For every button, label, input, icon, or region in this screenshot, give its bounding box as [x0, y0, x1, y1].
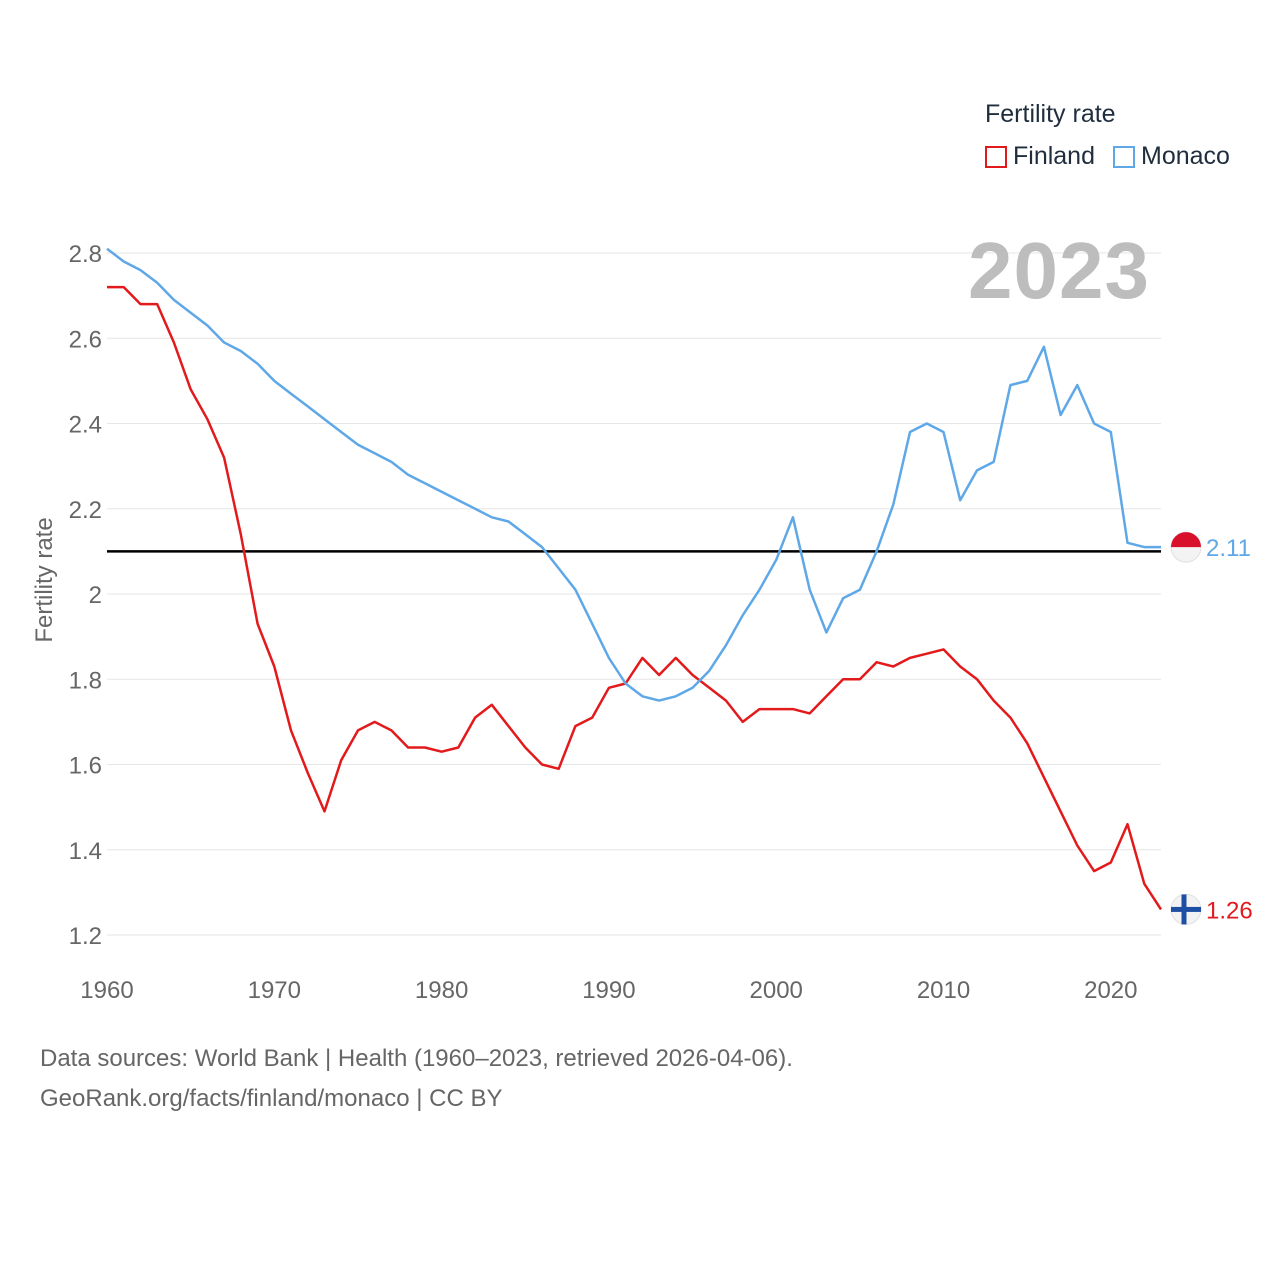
y-axis-label: Fertility rate — [31, 517, 58, 642]
x-tick-label: 1990 — [582, 977, 635, 1004]
legend-label-finland: Finland — [1013, 142, 1095, 170]
x-tick-label: 1960 — [80, 977, 133, 1004]
y-tick-label: 2.8 — [69, 241, 102, 268]
end-markers — [1170, 531, 1202, 925]
x-tick-label: 2020 — [1084, 977, 1137, 1004]
legend: Finland Monaco — [985, 142, 1248, 171]
end-label-finland: 1.26 — [1206, 897, 1253, 924]
x-tick-label: 1980 — [415, 977, 468, 1004]
legend-item-finland[interactable]: Finland — [985, 142, 1095, 171]
finland-cross-v — [1181, 894, 1187, 925]
y-tick-label: 1.6 — [69, 753, 102, 780]
finland-flag-icon — [1170, 893, 1202, 925]
end-value-labels: 2.11 1.26 — [1206, 535, 1253, 924]
monaco-flag-red — [1171, 532, 1201, 548]
y-tick-label: 1.4 — [69, 838, 102, 865]
monaco-flag-icon — [1170, 531, 1202, 563]
y-tick-label: 2.2 — [69, 497, 102, 524]
series-line-finland — [107, 285, 1163, 911]
y-axis-ticks: 1.2 1.4 1.6 1.8 2 2.2 2.4 2.6 2.8 — [69, 241, 102, 950]
year-label: 2023 — [968, 226, 1150, 315]
legend-title: Fertility rate — [985, 100, 1116, 128]
legend-label-monaco: Monaco — [1141, 142, 1230, 170]
y-tick-label: 1.2 — [69, 923, 102, 950]
gridlines — [107, 252, 1161, 936]
x-axis-ticks: 1960 1970 1980 1990 2000 2010 2020 — [80, 977, 1137, 1004]
y-tick-label: 2.4 — [69, 412, 102, 439]
legend-swatch-monaco — [1113, 145, 1135, 168]
footer-sources: Data sources: World Bank | Health (1960–… — [40, 1045, 793, 1072]
end-label-monaco: 2.11 — [1206, 535, 1251, 562]
legend-swatch-finland — [985, 145, 1007, 168]
series-line-monaco — [106, 247, 1161, 702]
y-tick-label: 2.6 — [69, 326, 102, 353]
x-tick-label: 2000 — [750, 977, 803, 1004]
x-tick-label: 2010 — [917, 977, 970, 1004]
y-tick-label: 1.8 — [69, 667, 102, 694]
series-lines — [106, 247, 1163, 911]
y-tick-label: 2 — [89, 582, 102, 609]
x-tick-label: 1970 — [248, 977, 301, 1004]
legend-item-monaco[interactable]: Monaco — [1113, 142, 1230, 171]
footer-attribution: GeoRank.org/facts/finland/monaco | CC BY — [40, 1085, 503, 1112]
